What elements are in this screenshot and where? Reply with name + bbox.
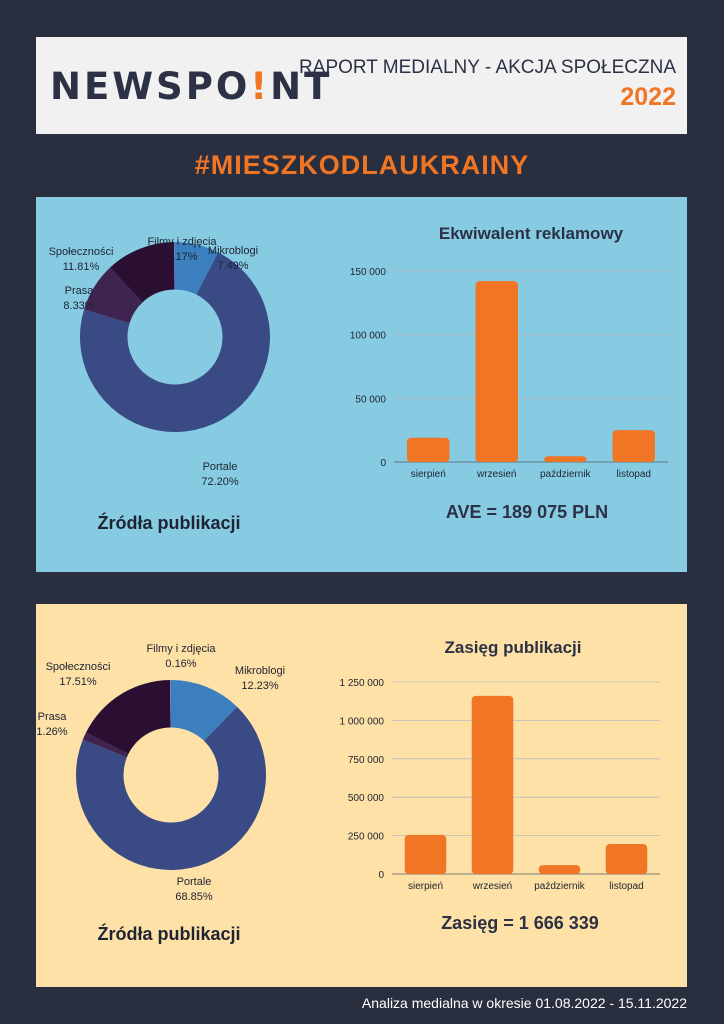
x-tick-label: październik: [540, 469, 592, 480]
pie-label-mikroblogi: Mikroblogi: [235, 665, 285, 677]
y-tick-label: 100 000: [350, 331, 387, 342]
report-title: RAPORT MEDIALNY - AKCJA SPOŁECZNA: [299, 57, 676, 78]
pie-label-spolecznosci: Społeczności: [49, 246, 114, 258]
pie-slice-prasa: [82, 732, 129, 758]
pie-label-prasa: Prasa: [38, 711, 68, 723]
pie-label-filmy-i-zdjecia: Filmy i zdjęcia: [146, 643, 216, 655]
panel-reach: Mikroblogi 12.23% Portale 68.85% Prasa 1.26% S…: [36, 604, 687, 987]
pie-slice-spolecznosci: [110, 242, 175, 303]
pie-value-prasa: 8.33%: [63, 300, 94, 312]
bar-chart-title: Ekwiwalent reklamowy: [439, 224, 624, 243]
x-tick-label: wrzesień: [472, 881, 512, 892]
x-tick-label: listopad: [617, 469, 651, 480]
y-tick-label: 250 000: [348, 832, 385, 843]
report-header: NEWSPO!NT RAPORT MEDIALNY - AKCJA SPOŁEC…: [36, 37, 687, 134]
x-tick-label: sierpień: [411, 469, 446, 480]
bar-wrzesien: [475, 281, 518, 462]
pie-label-portale: Portale: [177, 876, 212, 888]
pie-slice-prasa: [84, 267, 143, 324]
pie-label-mikroblogi: Mikroblogi: [208, 245, 258, 257]
pie-value-mikroblogi: 7.49%: [217, 260, 248, 272]
pie-chart-title: Źródła publikacji: [97, 923, 240, 944]
bar-chart-title: Zasięg publikacji: [445, 638, 582, 657]
bar-listopad: [612, 430, 655, 462]
bar-wrzesien: [471, 695, 514, 874]
bar-pazdziernik: [544, 456, 587, 462]
pie-slice-portale: [79, 252, 270, 432]
bar-chart-summary: AVE = 189 075 PLN: [446, 502, 608, 522]
pie-value-mikroblogi: 12.23%: [241, 680, 279, 692]
pie-slice-mikroblogi: [171, 680, 238, 741]
newspoint-logo: NEWSPO!NT: [50, 65, 333, 108]
pie-label-filmy-i-zdjecia: Filmy i zdjęcia: [147, 236, 217, 248]
panel-reach-charts: Mikroblogi 12.23% Portale 68.85% Prasa 1.26% S…: [36, 638, 660, 944]
pie-slice-spolecznosci: [85, 680, 171, 754]
bar-pazdziernik: [538, 865, 581, 874]
pie-slice-filmy-i-zdjecia: [173, 242, 175, 290]
pie-slice-filmy-i-zdjecia: [170, 680, 171, 728]
pie-label-portale: Portale: [203, 461, 238, 473]
pie-value-filmy-i-zdjecia: 0.16%: [165, 658, 196, 670]
y-tick-label: 500 000: [348, 793, 385, 804]
x-tick-label: listopad: [609, 881, 643, 892]
panel-ave-charts: Mikroblogi 7.49% Portale 72.20% Prasa 8.33% Sp…: [49, 224, 668, 533]
x-tick-label: październik: [534, 881, 586, 892]
report-year: 2022: [620, 83, 676, 111]
y-tick-label: 0: [380, 458, 386, 469]
pie-value-portale: 68.85%: [175, 891, 213, 903]
pie-value-prasa: 1.26%: [36, 726, 67, 738]
bar-sierpien: [404, 834, 447, 874]
y-tick-label: 1 250 000: [340, 678, 385, 689]
bar-listopad: [605, 844, 648, 874]
y-tick-label: 1 000 000: [340, 716, 385, 727]
pie-label-prasa: Prasa: [65, 285, 95, 297]
pie-chart-title: Źródła publikacji: [97, 512, 240, 533]
pie-slice-portale: [76, 706, 266, 870]
y-tick-label: 750 000: [348, 755, 385, 766]
pie-label-spolecznosci: Społeczności: [46, 661, 111, 673]
pie-value-spolecznosci: 17.51%: [59, 676, 97, 688]
analysis-period: Analiza medialna w okresie 01.08.2022 - …: [361, 995, 687, 1011]
bar-sierpien: [407, 437, 450, 462]
y-tick-label: 150 000: [350, 267, 387, 278]
pie-value-filmy-i-zdjecia: 0.17%: [166, 251, 197, 263]
panel-ave: Mikroblogi 7.49% Portale 72.20% Prasa 8.33% Sp…: [36, 197, 687, 572]
pie-slice-mikroblogi: [175, 242, 219, 295]
pie-value-spolecznosci: 11.81%: [63, 261, 100, 273]
campaign-hashtag: #MIESZKODLAUKRAINY: [194, 150, 530, 180]
x-tick-label: wrzesień: [476, 469, 516, 480]
y-tick-label: 0: [378, 870, 384, 881]
x-tick-label: sierpień: [408, 881, 443, 892]
pie-value-portale: 72.20%: [201, 476, 239, 488]
bar-chart-summary: Zasięg = 1 666 339: [441, 913, 599, 933]
y-tick-label: 50 000: [355, 394, 386, 405]
